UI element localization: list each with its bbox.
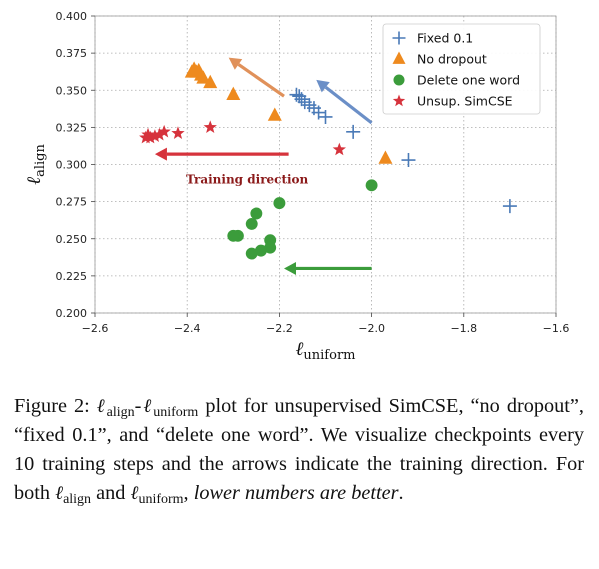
legend-label: Fixed 0.1	[417, 31, 473, 46]
no-dropout-arrow-shaft	[237, 63, 285, 98]
fixed-arrow-head	[316, 79, 330, 93]
fixed-arrow-shaft	[324, 85, 373, 125]
series-no-dropout	[184, 61, 393, 164]
data-point	[264, 241, 277, 254]
x-tick-label: −2.2	[266, 322, 293, 335]
y-tick-label: 0.400	[56, 10, 88, 23]
y-axis-label-text: ℓalign	[23, 144, 48, 185]
data-point	[191, 62, 206, 77]
data-point	[250, 207, 263, 220]
caption-text-1: plot for unsupervised SimCSE, “no dropou…	[14, 395, 584, 504]
caption-and: and	[96, 482, 126, 504]
legend-box	[382, 23, 541, 115]
data-point	[273, 197, 286, 210]
data-point	[255, 244, 267, 257]
x-tick-label: −2.6	[82, 322, 109, 335]
series-delete-one-word	[227, 179, 378, 260]
y-tick-label: 0.275	[56, 196, 88, 209]
training-direction-annotation: Training direction	[186, 172, 309, 186]
legend: Fixed 0.1 No dropout Delete one word Unsup.…	[382, 23, 541, 115]
caption-emphasis: lower numbers are better	[193, 482, 399, 504]
y-tick-label: 0.200	[56, 307, 88, 320]
x-axis-label: ℓuniform	[295, 338, 355, 363]
data-point	[226, 86, 241, 100]
caption-sub-align-2: align	[63, 492, 92, 507]
scatter-chart: −2.6 −2.4 −2.2 −2.0 −1.8 −1.6 0.200 0.225 0.250 0…	[23, 10, 570, 363]
series-fixed-0-1	[289, 87, 517, 214]
data-point	[157, 124, 171, 138]
data-point	[401, 153, 416, 168]
y-tick-label: 0.300	[56, 159, 88, 172]
y-tick-label: 0.225	[56, 270, 88, 283]
data-point	[141, 127, 155, 141]
data-point	[292, 89, 307, 104]
data-point	[171, 126, 185, 139]
caption-sym-align: ℓ	[96, 395, 107, 417]
caption-sub-uniform: uniform	[153, 405, 199, 420]
data-points	[139, 61, 517, 260]
data-point	[365, 179, 378, 192]
x-tick-label: −1.6	[543, 322, 570, 335]
caption-sym-align-2: ℓ	[55, 482, 64, 504]
y-tick-label: 0.350	[56, 84, 88, 97]
data-point	[297, 95, 312, 110]
legend-marker	[392, 31, 406, 45]
y-axis-label: ℓalign	[23, 144, 48, 185]
legend-marker	[392, 94, 406, 107]
data-point	[245, 247, 258, 260]
data-point	[502, 199, 517, 214]
legend-marker	[392, 51, 406, 64]
y-tick-label: 0.375	[56, 47, 88, 60]
delete-word-arrow-head	[284, 261, 297, 275]
legend-label: Delete one word	[417, 73, 520, 88]
legend-label: No dropout	[417, 52, 487, 67]
data-point	[378, 150, 393, 164]
no-dropout-arrow-head	[228, 57, 243, 70]
data-point	[203, 74, 218, 89]
caption-label: Figure 2:	[14, 395, 90, 417]
x-tick-label: −1.8	[450, 322, 477, 335]
legend-label: Unsup. SimCSE	[417, 94, 513, 109]
figure-caption: Figure 2: ℓalign-ℓuniform plot for unsup…	[14, 395, 584, 507]
x-tick-label: −2.4	[174, 322, 201, 335]
data-point	[332, 142, 346, 156]
axis-ticks: −2.6 −2.4 −2.2 −2.0 −1.8 −1.6 0.200 0.225 0.250 0…	[56, 10, 570, 335]
simcse-arrow-head	[154, 147, 167, 161]
y-tick-label: 0.250	[56, 233, 88, 246]
caption-sym-uniform-2: ℓ	[130, 482, 139, 504]
data-point	[289, 87, 304, 102]
x-axis-label-text: ℓuniform	[295, 338, 355, 363]
series-unsup-simcse	[139, 120, 346, 156]
data-point	[203, 120, 217, 134]
y-tick-label: 0.325	[56, 121, 88, 134]
data-point	[267, 107, 282, 121]
caption-sub-align: align	[106, 405, 135, 420]
data-point	[227, 229, 240, 242]
legend-marker	[393, 74, 405, 86]
caption-sub-uniform-2: uniform	[138, 492, 184, 507]
data-point	[346, 124, 361, 139]
training-arrows	[154, 57, 373, 275]
x-tick-label: −2.0	[358, 322, 385, 335]
caption-sym-uniform: ℓ	[141, 395, 154, 417]
data-point	[245, 217, 258, 230]
